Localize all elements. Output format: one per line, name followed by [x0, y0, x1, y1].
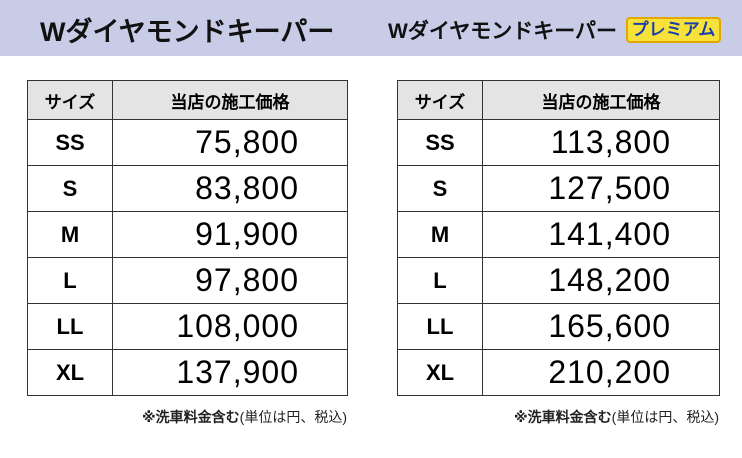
row: SS 113,800	[397, 119, 720, 166]
header-cell: 当店の施工価格	[112, 80, 348, 120]
size-cell: L	[397, 257, 483, 304]
badge: プレミアム	[626, 17, 721, 43]
row: SS 75,800	[27, 119, 348, 166]
header-cell: サイズ	[27, 80, 113, 120]
price-cell: 148,200	[482, 257, 720, 304]
price-cell: 210,200	[482, 349, 720, 396]
note-bold: ※洗車料金含む	[142, 409, 240, 425]
title: Wダイヤモンドキーパー	[40, 17, 335, 47]
row: S 83,800	[27, 165, 348, 212]
row: LL 108,000	[27, 303, 348, 350]
note-bold: ※洗車料金含む	[514, 409, 612, 425]
header-row: サイズ 当店の施工価格	[397, 80, 720, 120]
price-cell: 91,900	[112, 211, 348, 258]
price-cell: 83,800	[112, 165, 348, 212]
row: M 91,900	[27, 211, 348, 258]
note-rest: (単位は円、税込)	[239, 409, 347, 425]
header-cell: サイズ	[397, 80, 483, 120]
row: M 141,400	[397, 211, 720, 258]
row: LL 165,600	[397, 303, 720, 350]
price-table: サイズ 当店の施工価格 SS 75,800 S 83,800 M 91,900 L 97,800 L…	[27, 80, 348, 396]
price-cell: 137,900	[112, 349, 348, 396]
price-cell: 108,000	[112, 303, 348, 350]
row: L 97,800	[27, 257, 348, 304]
title: Wダイヤモンドキーパー	[388, 20, 617, 43]
price-cell: 127,500	[482, 165, 720, 212]
size-cell: SS	[397, 119, 483, 166]
header-cell: 当店の施工価格	[482, 80, 720, 120]
size-cell: LL	[397, 303, 483, 350]
price-cell: 113,800	[482, 119, 720, 166]
note: ※洗車料金含む(単位は円、税込)	[514, 407, 719, 427]
price-cell: 97,800	[112, 257, 348, 304]
size-cell: M	[27, 211, 113, 258]
size-cell: SS	[27, 119, 113, 166]
row: L 148,200	[397, 257, 720, 304]
size-cell: M	[397, 211, 483, 258]
price-cell: 75,800	[112, 119, 348, 166]
row: XL 137,900	[27, 349, 348, 396]
size-cell: S	[397, 165, 483, 212]
size-cell: L	[27, 257, 113, 304]
row: S 127,500	[397, 165, 720, 212]
note-rest: (単位は円、税込)	[611, 409, 719, 425]
price-cell: 165,600	[482, 303, 720, 350]
note: ※洗車料金含む(単位は円、税込)	[142, 407, 347, 427]
price-cell: 141,400	[482, 211, 720, 258]
header-row: サイズ 当店の施工価格	[27, 80, 348, 120]
header-band	[0, 0, 742, 56]
size-cell: LL	[27, 303, 113, 350]
size-cell: XL	[27, 349, 113, 396]
size-cell: S	[27, 165, 113, 212]
row: XL 210,200	[397, 349, 720, 396]
price-table: サイズ 当店の施工価格 SS 113,800 S 127,500 M 141,400 L 148,…	[397, 80, 720, 396]
size-cell: XL	[397, 349, 483, 396]
